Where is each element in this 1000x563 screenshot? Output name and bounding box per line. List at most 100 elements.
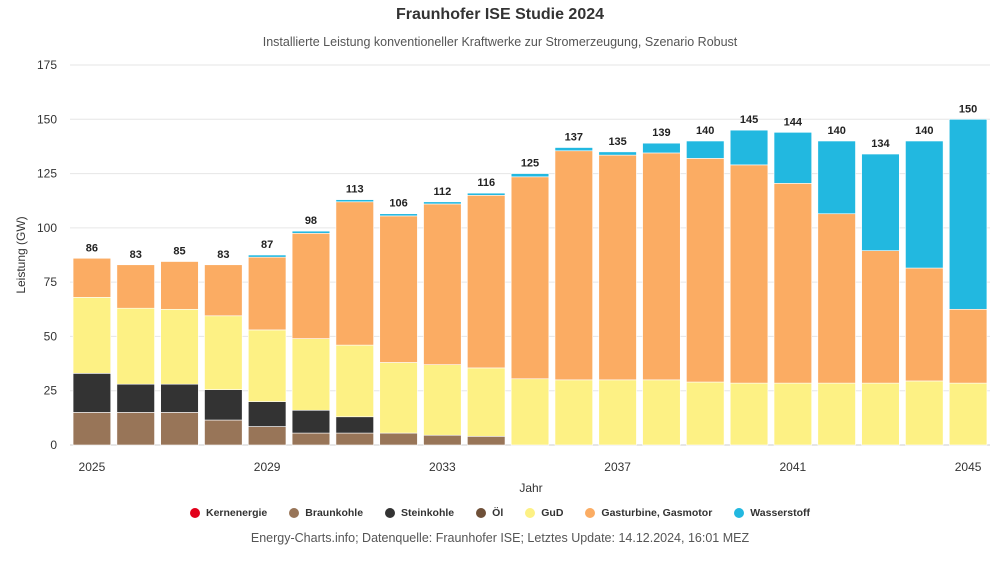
- bar-segment-gud[interactable]: [905, 380, 944, 446]
- bar-segment-gasturbine-gasmotor[interactable]: [729, 164, 769, 384]
- bar-segment-gasturbine-gasmotor[interactable]: [291, 232, 331, 339]
- bar-segment-gasturbine-gasmotor[interactable]: [817, 213, 856, 384]
- bar-segment-wasserstoff[interactable]: [598, 151, 637, 156]
- total-label: 135: [608, 136, 626, 148]
- bar-segment-braunkohle[interactable]: [116, 412, 155, 446]
- bar-segment-steinkohle[interactable]: [72, 373, 112, 413]
- total-label: 83: [217, 249, 229, 261]
- bar-segment-wasserstoff[interactable]: [467, 192, 506, 196]
- bar-segment-gasturbine-gasmotor[interactable]: [379, 215, 418, 363]
- bar-segment-steinkohle[interactable]: [335, 416, 374, 434]
- bar-segment-wasserstoff[interactable]: [554, 147, 593, 152]
- total-label: 86: [86, 242, 98, 254]
- bar-segment-wasserstoff[interactable]: [817, 140, 856, 215]
- legend-marker-icon: [289, 508, 300, 518]
- bar-segment-wasserstoff[interactable]: [510, 173, 550, 178]
- bar-segment-wasserstoff[interactable]: [379, 213, 418, 217]
- bar-segment-gasturbine-gasmotor[interactable]: [598, 154, 637, 381]
- y-axis-ticks: 0 25 50 75 100 125 150 175: [37, 58, 57, 452]
- legend-item[interactable]: Öl: [476, 507, 503, 519]
- bar-segment-gud[interactable]: [817, 382, 856, 446]
- bar-segment-gasturbine-gasmotor[interactable]: [554, 150, 593, 381]
- legend-item[interactable]: Wasserstoff: [734, 507, 810, 519]
- bar-segment-gasturbine-gasmotor[interactable]: [160, 261, 199, 310]
- bar-segment-wasserstoff[interactable]: [335, 199, 374, 203]
- bar-segment-wasserstoff[interactable]: [423, 201, 462, 205]
- legend-label: Öl: [492, 507, 504, 519]
- bar-segment-gasturbine-gasmotor[interactable]: [510, 176, 550, 380]
- bar-segment-wasserstoff[interactable]: [905, 140, 944, 269]
- bar-segment-gasturbine-gasmotor[interactable]: [686, 158, 725, 383]
- bar-segment-gud[interactable]: [116, 307, 155, 385]
- x-axis-label: Jahr: [519, 481, 542, 495]
- bar-segment-gud[interactable]: [423, 364, 462, 436]
- bar-segment-braunkohle[interactable]: [423, 434, 462, 446]
- legend-label: GuD: [541, 507, 564, 519]
- bar-segment-wasserstoff[interactable]: [642, 142, 681, 154]
- bar-segment-gasturbine-gasmotor[interactable]: [116, 264, 155, 309]
- bar-segment-gasturbine-gasmotor[interactable]: [773, 183, 812, 384]
- bar-segment-braunkohle[interactable]: [335, 432, 374, 446]
- bar-segment-gasturbine-gasmotor[interactable]: [423, 203, 462, 365]
- bar-segment-gasturbine-gasmotor[interactable]: [72, 257, 112, 298]
- bar-segment-gud[interactable]: [510, 378, 550, 446]
- bar-segment-gud[interactable]: [291, 338, 331, 411]
- bar-segment-wasserstoff[interactable]: [861, 153, 900, 251]
- legend-item[interactable]: GuD: [525, 507, 563, 519]
- bar-segment-gud[interactable]: [773, 382, 812, 446]
- bar-segment-gud[interactable]: [598, 379, 637, 446]
- bar-segment-gud[interactable]: [729, 382, 769, 446]
- bar-segment-gud[interactable]: [335, 344, 374, 418]
- bar-segment-gasturbine-gasmotor[interactable]: [248, 256, 287, 331]
- bar-segment-gud[interactable]: [642, 379, 681, 446]
- bar-segment-gud[interactable]: [248, 329, 287, 402]
- bar-segment-gasturbine-gasmotor[interactable]: [905, 267, 944, 382]
- bar-segment-steinkohle[interactable]: [291, 409, 331, 434]
- bar-segment-braunkohle[interactable]: [72, 412, 112, 446]
- legend-item[interactable]: Braunkohle: [289, 507, 363, 519]
- legend-label: Steinkohle: [401, 507, 455, 519]
- bar-segment-wasserstoff[interactable]: [248, 254, 287, 258]
- bar-segment-braunkohle[interactable]: [467, 436, 506, 446]
- bar-segment-steinkohle[interactable]: [204, 389, 243, 421]
- y-tick-label: 75: [44, 275, 58, 289]
- bar-segment-gasturbine-gasmotor[interactable]: [204, 264, 243, 317]
- bar-segment-steinkohle[interactable]: [116, 383, 155, 413]
- bar-segment-gud[interactable]: [467, 367, 506, 437]
- bar-segment-gasturbine-gasmotor[interactable]: [467, 194, 506, 369]
- bar-segment-wasserstoff[interactable]: [686, 140, 725, 159]
- bar-segment-gud[interactable]: [204, 315, 243, 390]
- bar-segment-braunkohle[interactable]: [248, 426, 287, 446]
- total-label: 83: [130, 249, 142, 261]
- bar-segment-gud[interactable]: [686, 381, 725, 446]
- legend-item[interactable]: Steinkohle: [385, 507, 454, 519]
- x-tick-label: 2029: [254, 460, 281, 474]
- bar-segment-braunkohle[interactable]: [160, 412, 199, 446]
- bar-segment-gud[interactable]: [861, 382, 900, 446]
- bar-segment-braunkohle[interactable]: [204, 419, 243, 446]
- bar-segment-gud[interactable]: [72, 297, 112, 374]
- bar-segment-wasserstoff[interactable]: [948, 118, 988, 310]
- legend-item[interactable]: Gasturbine, Gasmotor: [585, 507, 712, 519]
- total-label: 116: [477, 177, 495, 189]
- bar-segment-steinkohle[interactable]: [248, 401, 287, 427]
- bar-segment-wasserstoff[interactable]: [291, 230, 331, 234]
- bar-segment-gud[interactable]: [554, 379, 593, 446]
- bar-segment-gud[interactable]: [948, 382, 988, 446]
- bar-segment-gasturbine-gasmotor[interactable]: [335, 201, 374, 346]
- bar-segment-gasturbine-gasmotor[interactable]: [642, 152, 681, 381]
- bar-segment-gasturbine-gasmotor[interactable]: [948, 308, 988, 384]
- total-label: 87: [261, 239, 273, 251]
- y-tick-label: 50: [44, 329, 58, 343]
- bar-segment-braunkohle[interactable]: [379, 432, 418, 446]
- bar-segment-wasserstoff[interactable]: [729, 129, 769, 166]
- bar-segment-wasserstoff[interactable]: [773, 132, 812, 184]
- bar-segment-gud[interactable]: [160, 308, 199, 385]
- total-label: 140: [696, 125, 714, 137]
- total-label: 106: [389, 198, 407, 210]
- legend-item[interactable]: Kernenergie: [190, 507, 267, 519]
- bar-segment-braunkohle[interactable]: [291, 432, 331, 446]
- bar-segment-steinkohle[interactable]: [160, 383, 199, 413]
- bar-segment-gud[interactable]: [379, 362, 418, 434]
- bar-segment-gasturbine-gasmotor[interactable]: [861, 250, 900, 384]
